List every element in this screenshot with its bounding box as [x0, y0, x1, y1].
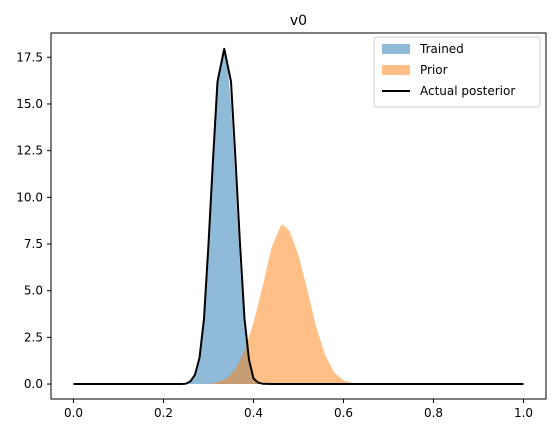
series-prior-area — [73, 224, 524, 385]
y-tick-label: 12.5 — [16, 144, 43, 158]
legend-label-trained: Trained — [419, 42, 464, 56]
legend-swatch-trained — [382, 44, 410, 54]
y-axis: 0.0 2.5 5.0 7.5 10.0 12.5 15.0 17.5 — [16, 50, 51, 391]
legend-swatch-prior — [382, 65, 410, 75]
x-tick-label: 0.6 — [334, 406, 353, 420]
x-tick-label: 0.0 — [64, 406, 83, 420]
y-tick-label: 15.0 — [16, 97, 43, 111]
y-tick-label: 7.5 — [24, 237, 43, 251]
y-tick-label: 0.0 — [24, 377, 43, 391]
axes-frame — [50, 32, 547, 400]
y-tick-label: 10.0 — [16, 190, 43, 204]
chart-title: v0 — [290, 13, 307, 29]
legend-box — [373, 36, 541, 108]
legend-label-prior: Prior — [420, 63, 448, 77]
y-tick-label: 17.5 — [16, 50, 43, 64]
y-tick-label: 5.0 — [24, 284, 43, 298]
x-tick-label: 1.0 — [514, 406, 533, 420]
y-tick-label: 2.5 — [24, 330, 43, 344]
legend-label-actual-posterior: Actual posterior — [420, 84, 515, 98]
plot-area — [73, 47, 524, 386]
x-tick-label: 0.4 — [244, 406, 263, 420]
legend: Trained Prior Actual posterior — [373, 36, 541, 108]
x-tick-label: 0.2 — [154, 406, 173, 420]
series-actual-posterior-line — [73, 47, 524, 386]
x-axis: 0.0 0.2 0.4 0.6 0.8 1.0 — [64, 399, 533, 420]
x-tick-label: 0.8 — [424, 406, 443, 420]
